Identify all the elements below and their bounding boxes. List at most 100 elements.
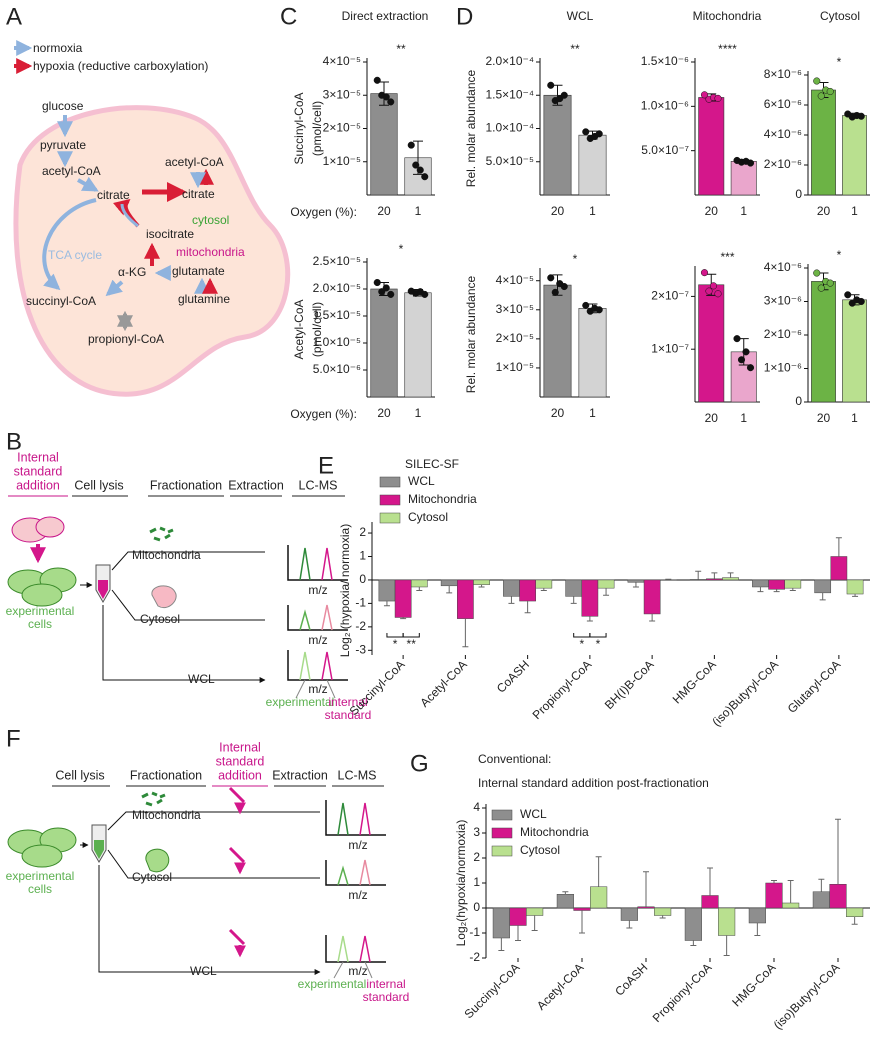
bar — [565, 579, 583, 597]
legend-label: WCL — [520, 807, 547, 821]
mito-icon — [141, 791, 166, 807]
bar — [842, 115, 867, 196]
chart-title: SILEC-SF — [405, 457, 459, 471]
y-tick-label: 4×10⁻⁵ — [323, 54, 361, 68]
data-point — [700, 269, 709, 277]
bar — [752, 579, 769, 588]
chart-title: WCL — [567, 9, 594, 23]
y-tick-label: 1.5×10⁻⁶ — [641, 54, 689, 68]
bar — [814, 579, 832, 594]
error-bar — [711, 572, 718, 579]
metabolite: α-KG — [118, 265, 146, 279]
step-label: Fractionation — [150, 478, 222, 492]
bar — [509, 907, 527, 926]
metabolite: glucose — [42, 99, 84, 113]
legend-label: hypoxia (reductive carboxylation) — [33, 59, 208, 73]
data-point — [857, 297, 865, 306]
x-tick-label: 20 — [551, 204, 565, 218]
cell-icon — [21, 583, 63, 607]
y-tick-label: 2×10⁻⁷ — [651, 289, 689, 303]
error-bar — [446, 585, 453, 594]
error-bar — [595, 856, 602, 887]
y-tick-label: 4×10⁻⁶ — [764, 260, 802, 274]
y-tick-label: 1.5×10⁻⁵ — [313, 308, 361, 322]
axis-label: m/z — [308, 682, 327, 696]
data-point — [817, 92, 825, 100]
x-tick-label: 20 — [817, 411, 831, 425]
peak-label: experimental — [266, 695, 335, 709]
fraction-label: Mitochondria — [132, 548, 201, 562]
mito-icon — [149, 526, 174, 542]
cytosol-icon — [145, 848, 170, 873]
bar — [597, 579, 615, 589]
data-point — [746, 159, 755, 167]
x-tick-label: 1 — [589, 204, 596, 218]
y-tick-label: 4×10⁻⁵ — [496, 273, 534, 287]
bar — [643, 579, 661, 615]
data-point — [412, 161, 420, 169]
bar — [718, 907, 736, 936]
significance: ** — [570, 42, 580, 56]
bar — [730, 161, 757, 196]
y-tick-label: 0 — [359, 572, 366, 586]
y-tick-label: 1 — [359, 549, 366, 563]
data-point — [421, 290, 429, 298]
bar — [581, 579, 599, 617]
pathway-diagram: normoxia hypoxia (reductive carboxylatio… — [13, 40, 291, 397]
legend-label: WCL — [408, 474, 435, 488]
error-bar — [498, 938, 505, 951]
y-axis-label: Log₂ (hypoxia/ normoxia) — [338, 524, 352, 657]
bar — [765, 882, 783, 909]
bar — [722, 577, 739, 581]
data-point — [595, 130, 603, 138]
error-bar — [508, 596, 515, 604]
y-tick-label: -3 — [355, 642, 366, 656]
axis-label: m/z — [348, 888, 367, 902]
data-point — [382, 93, 390, 101]
metabolite: propionyl-CoA — [88, 332, 164, 346]
step-label: standard — [216, 754, 265, 768]
legend-label: Mitochondria — [408, 492, 477, 506]
data-point — [547, 274, 555, 282]
x-tick-label: 1 — [851, 411, 858, 425]
error-bar — [835, 537, 842, 557]
significance: * — [837, 55, 842, 69]
y-tick-label: 3×10⁻⁶ — [764, 294, 802, 308]
metabolite: glutamate — [172, 264, 225, 278]
y-tick-label: 2 — [473, 850, 480, 864]
chart-title: Internal standard addition post-fraction… — [478, 776, 709, 790]
bar — [830, 556, 848, 581]
x-tick-label: 1 — [740, 204, 747, 218]
x-tick-label: Succinyl-CoA — [462, 960, 523, 1021]
error-bar — [852, 594, 859, 597]
data-point — [421, 173, 429, 181]
bar — [394, 579, 412, 618]
legend-swatch — [491, 809, 513, 821]
data-point — [595, 306, 603, 314]
error-bar — [562, 891, 569, 895]
step-label: addition — [16, 478, 60, 492]
step-label: Cell lysis — [74, 478, 123, 492]
panel-label: A — [6, 3, 22, 30]
data-point — [700, 91, 709, 99]
error-bar — [695, 570, 702, 580]
data-point — [844, 291, 852, 299]
arrow — [77, 176, 99, 192]
x-tick-label: Glutaryl-CoA — [785, 657, 843, 715]
error-bar — [851, 916, 858, 925]
legend-label: normoxia — [33, 41, 83, 55]
data-point — [857, 112, 865, 120]
bar — [370, 288, 398, 398]
y-tick-label: 1.5×10⁻⁴ — [485, 87, 534, 101]
error-bar — [659, 915, 666, 919]
y-tick-label: 8×10⁻⁶ — [764, 67, 802, 81]
y-tick-label: 1×10⁻⁷ — [651, 341, 689, 355]
bar — [620, 907, 638, 921]
y-tick-label: -1 — [469, 925, 480, 939]
y-axis-label: (pmol/cell) — [310, 101, 324, 156]
x-tick-label: 20 — [377, 406, 391, 420]
y-tick-label: 5.0×10⁻⁷ — [641, 143, 689, 157]
x-tick-label: 1 — [589, 406, 596, 420]
bar — [842, 299, 867, 403]
axis-label: m/z — [348, 838, 367, 852]
